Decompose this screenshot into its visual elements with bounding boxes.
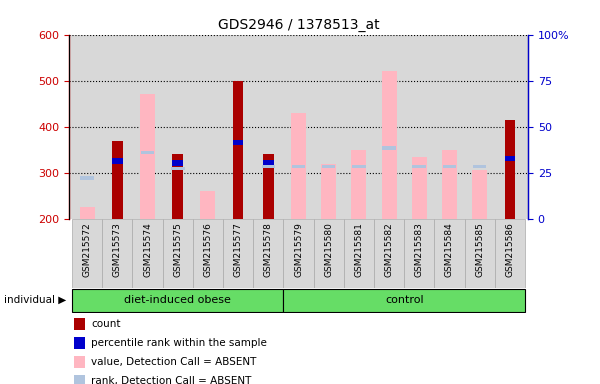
Text: diet-induced obese: diet-induced obese [124,295,231,305]
Bar [344,219,374,288]
Bar [233,81,244,219]
Bar [495,219,525,288]
Bar [382,71,397,219]
Bar [72,219,102,288]
Text: GSM215577: GSM215577 [233,222,242,277]
Bar [193,219,223,288]
Bar [442,150,457,219]
Bar [434,219,464,288]
Bar [74,337,85,349]
Bar [172,154,183,219]
Text: GSM215580: GSM215580 [324,222,333,277]
Text: value, Detection Call = ABSENT: value, Detection Call = ABSENT [91,357,256,367]
Bar [352,150,367,219]
Bar [505,120,515,219]
Bar [352,164,365,168]
Bar [263,161,274,166]
Bar [200,191,215,219]
Bar [140,94,155,219]
Bar [72,289,283,312]
Bar [464,219,495,288]
Bar [80,207,95,219]
Bar [102,219,133,288]
Bar [74,375,85,384]
Bar [321,164,336,219]
Bar [472,170,487,219]
Bar [443,164,456,168]
Bar [172,161,183,166]
Text: GSM215585: GSM215585 [475,222,484,277]
Text: GSM215572: GSM215572 [83,222,92,277]
Text: GSM215584: GSM215584 [445,222,454,277]
Text: control: control [385,295,424,305]
Text: percentile rank within the sample: percentile rank within the sample [91,338,267,348]
Bar [322,164,335,168]
Bar [112,158,122,164]
Title: GDS2946 / 1378513_at: GDS2946 / 1378513_at [218,18,379,32]
Text: GSM215582: GSM215582 [385,222,394,277]
Bar [223,219,253,288]
Text: GSM215575: GSM215575 [173,222,182,277]
Bar [171,167,185,170]
Bar [412,157,427,219]
Bar [141,151,154,154]
Text: GSM215573: GSM215573 [113,222,122,277]
Bar [404,219,434,288]
Bar [292,164,305,168]
Bar [163,219,193,288]
Text: GSM215579: GSM215579 [294,222,303,277]
Text: GSM215578: GSM215578 [264,222,273,277]
Bar [74,318,85,330]
Bar [412,164,426,168]
Bar [291,113,306,219]
Text: count: count [91,319,121,329]
Bar [505,156,515,161]
Bar [283,289,525,312]
Bar [80,176,94,180]
Bar [74,356,85,367]
Text: GSM215581: GSM215581 [355,222,364,277]
Bar [262,164,275,168]
Bar [473,164,487,168]
Text: GSM215586: GSM215586 [505,222,514,277]
Bar [283,219,314,288]
Bar [133,219,163,288]
Bar [374,219,404,288]
Text: GSM215583: GSM215583 [415,222,424,277]
Bar [382,146,396,150]
Bar [233,140,244,145]
Bar [314,219,344,288]
Text: rank, Detection Call = ABSENT: rank, Detection Call = ABSENT [91,376,251,384]
Bar [112,141,122,219]
Bar [263,154,274,219]
Text: GSM215576: GSM215576 [203,222,212,277]
Text: individual ▶: individual ▶ [4,295,66,305]
Text: GSM215574: GSM215574 [143,222,152,277]
Bar [253,219,283,288]
